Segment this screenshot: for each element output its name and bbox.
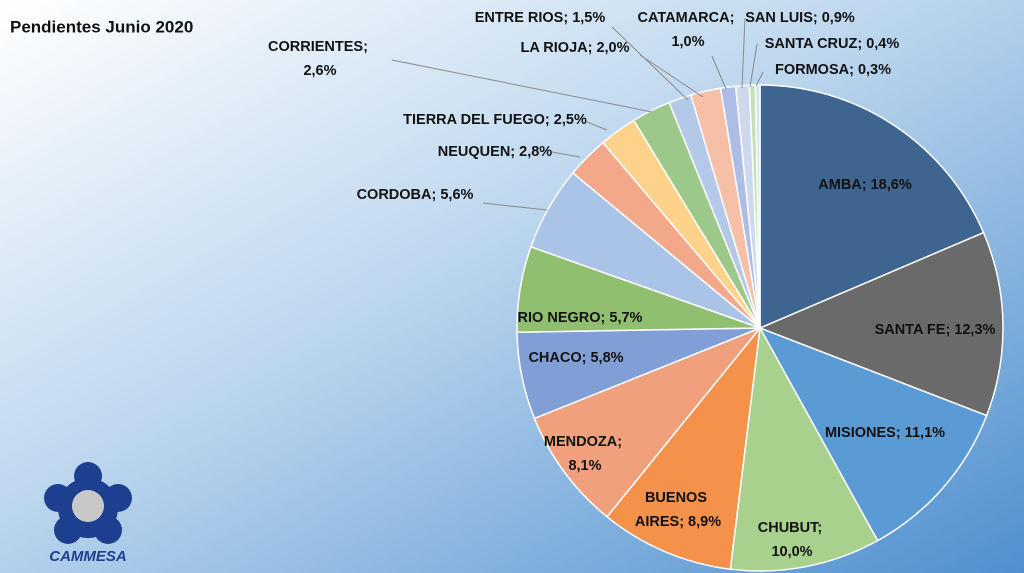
pie-slice	[754, 84, 761, 329]
pie-slice	[729, 325, 879, 572]
data-label: ENTRE RIOS; 1,5%	[475, 10, 606, 26]
pie-slice	[758, 231, 1004, 417]
slices	[516, 84, 1004, 572]
data-label: AMBA; 18,6%	[818, 177, 912, 193]
data-label: SAN LUIS; 0,9%	[745, 10, 855, 26]
leader-line	[741, 17, 746, 89]
pie-slice	[758, 326, 988, 542]
data-label: SANTA CRUZ; 0,4%	[765, 36, 900, 52]
data-label: CORRIENTES; 2,6%	[268, 39, 372, 79]
leader-line	[755, 71, 764, 87]
leader-line	[391, 59, 653, 113]
data-label: FORMOSA; 0,3%	[775, 62, 891, 78]
data-label: SANTA FE; 12,3%	[875, 322, 996, 338]
data-label: RIO NEGRO; 5,7%	[518, 310, 643, 326]
leader-line	[749, 43, 758, 88]
data-label: MENDOZA; 8,1%	[544, 434, 626, 474]
leader-line	[711, 55, 727, 90]
data-label: CORDOBA; 5,6%	[357, 187, 474, 203]
logo-text: CAMMESA	[49, 548, 127, 565]
leader-line	[482, 202, 548, 211]
data-label: LA RIOJA; 2,0%	[520, 40, 629, 56]
data-label: CHACO; 5,8%	[528, 350, 623, 366]
data-label: CATAMARCA; 1,0%	[638, 10, 739, 50]
leader-line	[611, 26, 689, 101]
logo: CAMMESA	[44, 462, 132, 565]
chart-title: Pendientes Junio 2020	[10, 17, 193, 36]
leader-line	[551, 151, 581, 158]
data-label: TIERRA DEL FUEGO; 2,5%	[403, 112, 587, 128]
pie-slice	[533, 326, 763, 518]
data-label: BUENOS AIRES; 8,9%	[635, 490, 721, 530]
leader-line	[586, 121, 608, 131]
pie-slice	[605, 325, 762, 571]
data-label: MISIONES; 11,1%	[825, 425, 945, 441]
pie-slice	[759, 84, 985, 330]
data-label: NEUQUEN; 2,8%	[438, 144, 553, 160]
leader-line	[639, 54, 704, 98]
data-label: CHUBUT; 10,0%	[758, 520, 826, 560]
